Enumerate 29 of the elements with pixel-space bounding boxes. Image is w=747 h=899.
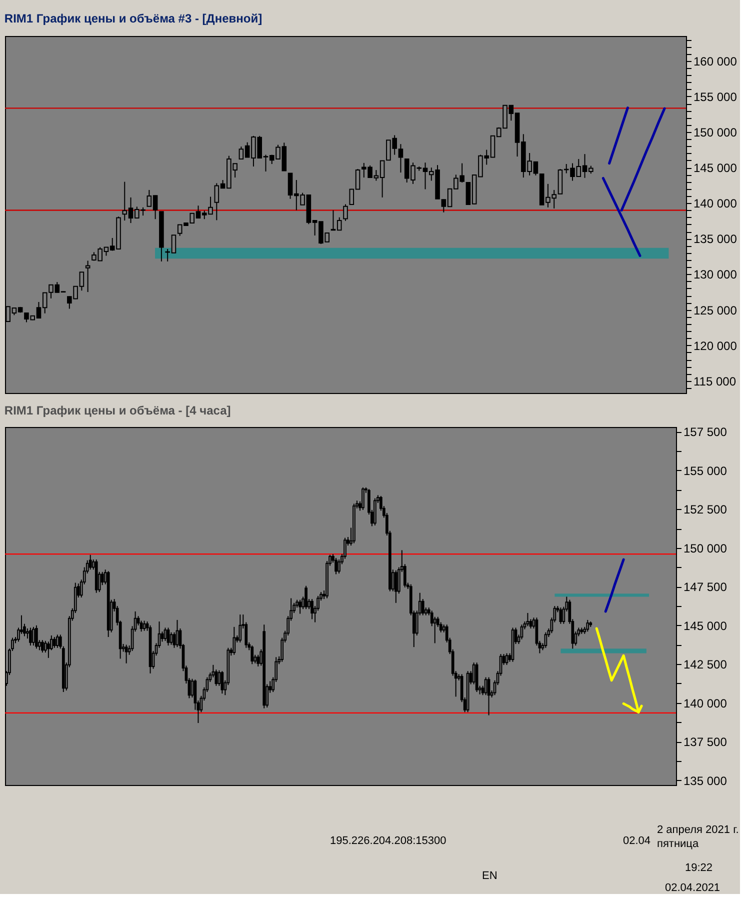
- y-tick-label: 140 000: [684, 696, 728, 710]
- text: 2 апреля 2021 г.: [657, 824, 739, 836]
- y-tick-label: 137 500: [684, 735, 728, 750]
- y-tick-label: 157 500: [684, 425, 728, 440]
- y-tick-label: 130 000: [694, 268, 738, 282]
- text: 195.226.204.208:15300: [330, 835, 446, 847]
- y-tick-label: 147 500: [684, 580, 728, 594]
- y-tick-label: 135 000: [694, 232, 738, 246]
- y-tick-label: 150 000: [684, 541, 728, 556]
- chart-title: RIM1 График цены и объёма #3 - [Дневной]: [4, 12, 262, 26]
- y-tick-label: 125 000: [694, 303, 738, 318]
- y-tick-label: 145 000: [684, 618, 728, 633]
- text: 19:22: [685, 862, 713, 874]
- text: EN: [482, 870, 498, 882]
- y-tick-label: 155 000: [694, 90, 738, 104]
- y-tick-label: 145 000: [694, 161, 738, 176]
- y-tick-label: 115 000: [694, 374, 736, 388]
- y-tick-label: 135 000: [684, 774, 728, 788]
- y-tick-label: 160 000: [694, 54, 738, 68]
- text: 02.04: [623, 835, 651, 847]
- y-tick-label: 120 000: [694, 338, 738, 353]
- y-tick-label: 140 000: [694, 196, 738, 211]
- y-tick-label: 150 000: [694, 126, 738, 140]
- y-tick-label: 152 500: [684, 502, 728, 517]
- text: 02.04.2021: [665, 882, 720, 894]
- chart-title: RIM1 График цены и объёма - [4 часа]: [4, 404, 231, 418]
- y-tick-label: 155 000: [684, 464, 728, 478]
- text: пятница: [657, 838, 700, 850]
- y-tick-label: 142 500: [684, 658, 728, 672]
